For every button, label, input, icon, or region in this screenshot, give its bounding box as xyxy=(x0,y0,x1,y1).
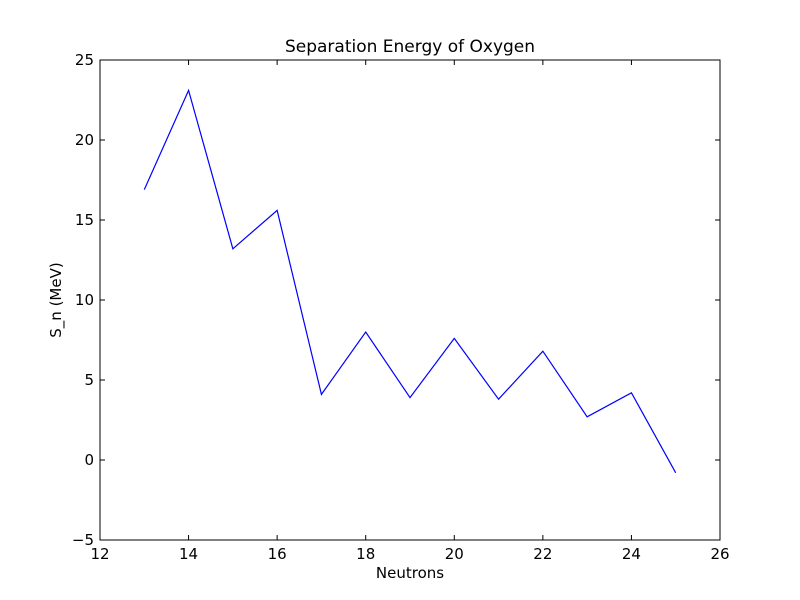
x-tick-label: 22 xyxy=(533,545,552,563)
x-tick-label: 18 xyxy=(356,545,375,563)
x-tick-label: 12 xyxy=(90,545,109,563)
series-line-0 xyxy=(143,88,677,474)
y-tick-label: 25 xyxy=(75,51,94,69)
x-tick-label: 24 xyxy=(622,545,641,563)
y-axis-label: S_n (MeV) xyxy=(47,262,66,337)
x-axis-label: Neutrons xyxy=(376,564,444,582)
y-tick-label: 15 xyxy=(75,211,94,229)
plot-area xyxy=(143,88,677,474)
x-tick-label: 16 xyxy=(268,545,287,563)
y-tick-label: 0 xyxy=(84,451,94,469)
y-tick-label: 10 xyxy=(75,291,94,309)
y-tick-label: −5 xyxy=(72,531,94,549)
y-tick-label: 20 xyxy=(75,131,94,149)
axis-ticks: 12 14 16 18 20 22 24 26 −5 0 5 10 15 20 25 xyxy=(72,51,730,563)
chart-title: Separation Energy of Oxygen xyxy=(285,37,535,57)
axes-frame xyxy=(99,59,721,541)
x-tick-label: 26 xyxy=(710,545,729,563)
y-tick-label: 5 xyxy=(84,371,94,389)
x-tick-label: 14 xyxy=(179,545,198,563)
x-tick-label: 20 xyxy=(445,545,464,563)
